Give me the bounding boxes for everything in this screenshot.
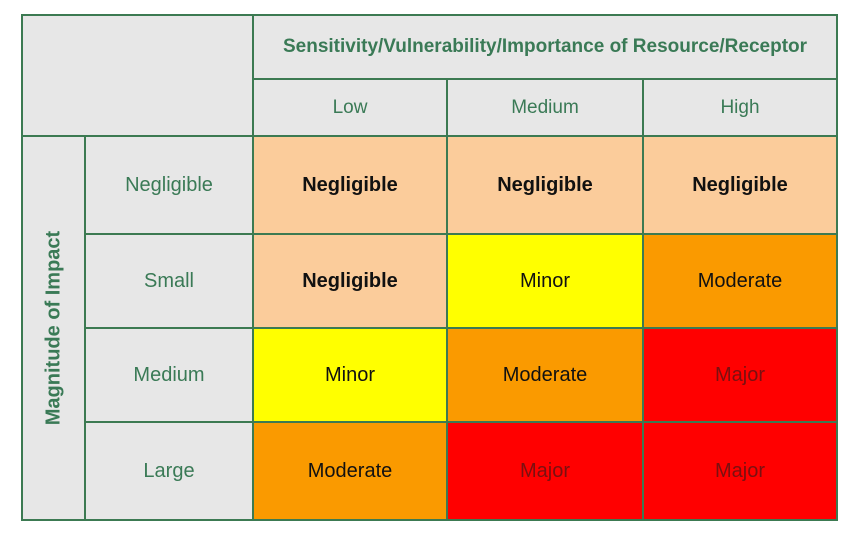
significance-cell: Major (642, 421, 838, 521)
table-row: Small Negligible Minor Moderate (22, 233, 838, 329)
table-row: Large Moderate Major Major (22, 421, 838, 521)
significance-cell: Major (642, 327, 838, 423)
significance-cell: Negligible (252, 135, 448, 235)
column-header-high: High (642, 78, 838, 137)
row-label-medium: Medium (84, 327, 254, 423)
significance-cell: Negligible (252, 233, 448, 329)
magnitude-side-header: Magnitude of Impact (21, 135, 86, 521)
significance-cell: Minor (446, 233, 644, 329)
significance-cell: Major (446, 421, 644, 521)
corner-blank-cell (21, 14, 254, 137)
row-label-negligible: Negligible (84, 135, 254, 235)
table-row: Medium Minor Moderate Major (22, 327, 838, 423)
table-row: Magnitude of Impact Negligible Negligibl… (21, 135, 838, 521)
significance-cell: Moderate (642, 233, 838, 329)
column-header-medium: Medium (446, 78, 644, 137)
column-header-low: Low (252, 78, 448, 137)
significance-cell: Moderate (252, 421, 448, 521)
column-group-header: Sensitivity/Vulnerability/Importance of … (252, 14, 838, 80)
significance-cell: Minor (252, 327, 448, 423)
impact-significance-matrix: Sensitivity/Vulnerability/Importance of … (21, 14, 838, 521)
row-label-small: Small (84, 233, 254, 329)
magnitude-side-label: Magnitude of Impact (42, 230, 64, 426)
row-label-large: Large (84, 421, 254, 521)
significance-cell: Moderate (446, 327, 644, 423)
significance-cell: Negligible (642, 135, 838, 235)
significance-cell: Negligible (446, 135, 644, 235)
